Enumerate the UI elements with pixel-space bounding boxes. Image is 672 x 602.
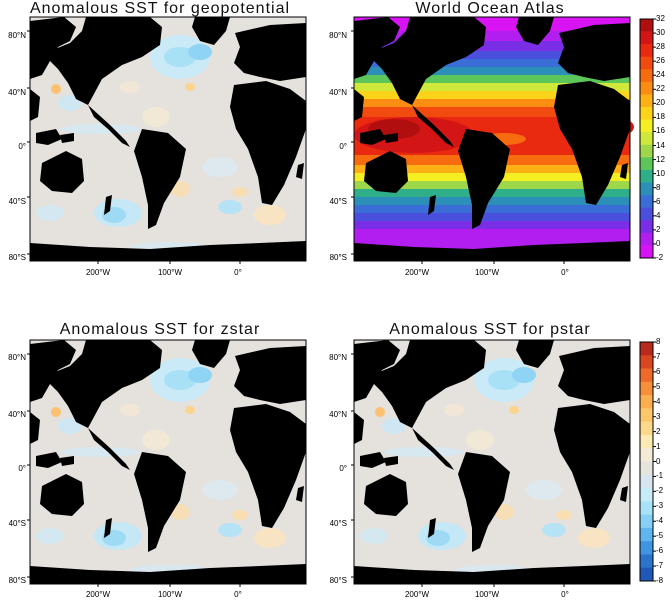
- colorbar-label: 8: [656, 182, 661, 192]
- colorbar-swatch: [640, 461, 653, 476]
- colorbar-swatch: [640, 157, 653, 171]
- colorbar-label: 3: [656, 411, 661, 421]
- colorbar-swatch: [640, 107, 653, 120]
- colorbar-label: 30: [656, 28, 665, 38]
- colorbar-swatch: [640, 119, 653, 133]
- colorbar-label: -2: [656, 253, 664, 262]
- colorbar-label: -8: [656, 576, 664, 585]
- colorbar-label: -2: [656, 486, 664, 496]
- colorbar-swatch: [640, 342, 653, 356]
- colorbar-swatch: [640, 368, 653, 383]
- colorbar-label: 8: [656, 337, 661, 346]
- colorbar-anomaly: [639, 341, 656, 582]
- axis-ticks: [27, 30, 565, 587]
- colorbar-swatch: [640, 245, 653, 259]
- colorbar-swatch: [640, 232, 653, 246]
- colorbar-swatch: [640, 220, 653, 234]
- colorbar-label: 4: [656, 396, 661, 406]
- colorbar-swatch: [640, 474, 653, 489]
- colorbar-label: -7: [656, 561, 664, 571]
- colorbar-swatch: [640, 488, 653, 502]
- panel-title-pstar: Anomalous SST for pstar: [389, 321, 591, 338]
- colorbar-swatch: [640, 69, 653, 83]
- colorbar-label: 4: [656, 210, 661, 220]
- map-panel-woa: [353, 16, 634, 262]
- colorbar-label: -3: [656, 501, 664, 511]
- colorbar-sst: [639, 18, 656, 259]
- colorbar-swatch: [640, 541, 653, 555]
- colorbar-swatch: [640, 554, 653, 569]
- colorbar-swatch: [640, 567, 653, 582]
- colorbar-swatch: [640, 144, 653, 158]
- map-panel-zstar: [29, 339, 307, 585]
- colorbar-label: 14: [656, 140, 665, 150]
- colorbar-label: -5: [656, 531, 664, 541]
- colorbar-swatch: [640, 395, 653, 409]
- colorbar-swatch: [640, 44, 653, 58]
- colorbar-label: 26: [656, 56, 665, 66]
- colorbar-label: 22: [656, 84, 665, 94]
- colorbar-label: 6: [656, 366, 661, 376]
- colorbar-label: 20: [656, 98, 665, 108]
- colorbar-swatch: [640, 195, 653, 208]
- panel-title-woa: World Ocean Atlas: [415, 0, 565, 17]
- colorbar-label: 32: [656, 14, 665, 23]
- colorbar-swatch: [640, 501, 653, 515]
- colorbar-label: 28: [656, 42, 665, 52]
- panel-title-geopotential: Anomalous SST for geopotential: [29, 0, 291, 17]
- colorbar-label: -1: [656, 471, 664, 481]
- colorbar-swatch: [640, 527, 653, 542]
- colorbar-label: 7: [656, 351, 661, 361]
- colorbar-swatch: [640, 207, 653, 221]
- colorbar-label: 0: [656, 456, 661, 466]
- colorbar-label: -4: [656, 516, 664, 526]
- colorbar-swatch: [640, 169, 653, 183]
- panel-title-zstar: Anomalous SST for zstar: [59, 321, 261, 338]
- colorbar-swatch: [640, 355, 653, 369]
- map-panel-geopotential: [29, 16, 307, 262]
- colorbar-label: 2: [656, 224, 661, 234]
- colorbar-swatch: [640, 19, 653, 32]
- colorbar-swatch: [640, 381, 653, 396]
- colorbar-swatch: [640, 514, 653, 529]
- colorbar-label: 2: [656, 426, 661, 436]
- colorbar-label: -6: [656, 546, 664, 556]
- colorbar-swatch: [640, 408, 653, 422]
- colorbar-swatch: [640, 31, 653, 45]
- colorbar-label: 0: [656, 238, 661, 248]
- colorbar-swatch: [640, 56, 653, 70]
- colorbar-swatch: [640, 182, 653, 196]
- colorbar-label: 1: [656, 441, 661, 451]
- colorbar-swatch: [640, 81, 653, 95]
- colorbar-swatch: [640, 94, 653, 108]
- colorbar-swatch: [640, 421, 653, 436]
- colorbar-label: 18: [656, 112, 665, 122]
- colorbar-swatch: [640, 434, 653, 449]
- colorbar-label: 24: [656, 70, 665, 80]
- colorbar-label: 5: [656, 381, 661, 391]
- colorbar-swatch: [640, 448, 653, 462]
- colorbar-swatch: [640, 132, 653, 146]
- map-panel-pstar: [353, 339, 631, 585]
- colorbar-label: 10: [656, 168, 665, 178]
- colorbar-label: 12: [656, 154, 665, 164]
- colorbar-label: 6: [656, 196, 661, 206]
- colorbar-label: 16: [656, 126, 665, 136]
